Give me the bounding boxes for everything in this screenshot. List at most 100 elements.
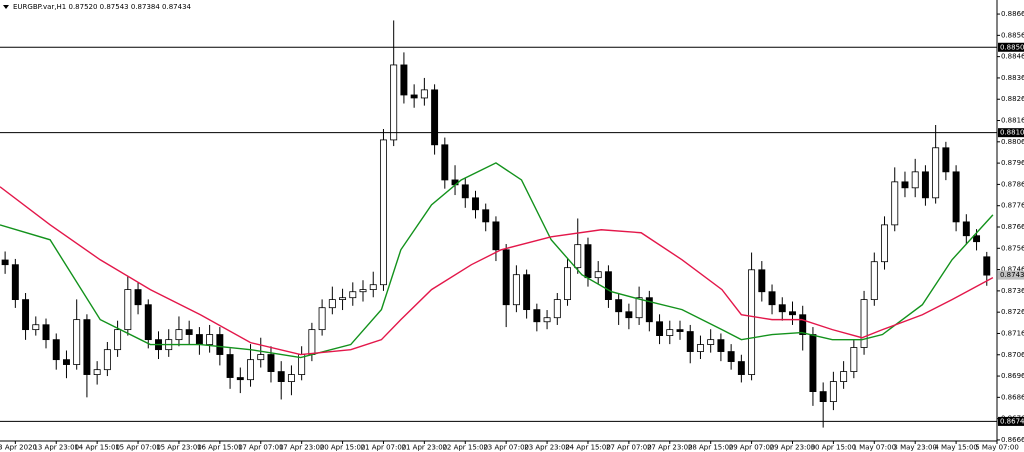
candle-body — [799, 314, 807, 335]
x-tick-label: 27 Apr 23:00 — [647, 444, 693, 452]
candle-body — [267, 354, 275, 372]
candle-body — [1, 259, 9, 266]
candle-body — [420, 89, 428, 99]
candle-body — [543, 317, 551, 323]
x-tick-label: 30 Apr 15:00 — [811, 444, 857, 452]
candle-body — [973, 235, 981, 243]
candle-body — [819, 391, 827, 403]
candle-body — [594, 271, 602, 279]
moving-average — [0, 162, 994, 359]
candle-body — [666, 329, 674, 336]
candle-body — [645, 297, 653, 323]
x-tick-label: 28 Apr 15:00 — [688, 444, 734, 452]
level-label: 0.88504 — [1000, 43, 1024, 51]
candle-body — [686, 331, 694, 352]
candle-body — [226, 354, 234, 378]
candle-body — [962, 221, 970, 237]
x-tick-label: 5 May 07:00 — [975, 444, 1019, 452]
candle-body — [461, 184, 469, 199]
candle-body — [482, 209, 490, 223]
candle-body — [492, 221, 500, 251]
candle-body — [339, 297, 347, 301]
candle-body — [308, 329, 316, 355]
candle-body — [809, 334, 817, 392]
candle-body — [584, 244, 592, 279]
candle-body — [277, 371, 285, 382]
current-price-box — [998, 270, 1024, 280]
candle-body — [22, 299, 30, 331]
level-label-box — [998, 128, 1024, 138]
candle-body — [553, 299, 561, 319]
candle-body — [789, 311, 796, 316]
candle-body — [850, 347, 858, 372]
candle-body — [768, 291, 776, 306]
candle-body — [533, 309, 541, 323]
candle-body — [870, 261, 878, 301]
current-price-label: 0.87434 — [1000, 271, 1024, 279]
x-tick-label: 23 Apr 23:00 — [524, 444, 570, 452]
x-tick-label: 22 Apr 15:00 — [442, 444, 488, 452]
candle-body — [778, 304, 786, 313]
x-tick-label: 14 Apr 15:00 — [74, 444, 120, 452]
x-tick-label: 21 Apr 23:00 — [402, 444, 448, 452]
candle-body — [604, 271, 612, 301]
candle-body — [134, 289, 142, 306]
candle-body — [891, 181, 899, 226]
high-price: 0.87543 — [100, 3, 129, 11]
symbol: EURGBP.var,H1 — [13, 3, 66, 11]
candle-body — [942, 147, 950, 173]
candle-body — [216, 334, 224, 355]
candle-body — [625, 311, 633, 319]
x-tick-label: 1 May 07:00 — [853, 444, 897, 452]
candle-body — [502, 249, 510, 306]
candle-body — [615, 299, 623, 313]
x-tick-label: 29 Apr 23:00 — [770, 444, 816, 452]
candle-body — [175, 329, 183, 341]
candle-body — [42, 324, 50, 341]
x-tick-label: 15 Apr 07:00 — [115, 444, 161, 452]
candle-body — [635, 297, 643, 319]
candle-body — [52, 339, 60, 361]
candle-body — [287, 374, 295, 382]
candle-body — [676, 329, 684, 332]
candle-body — [206, 334, 214, 345]
candle-body — [921, 171, 929, 199]
candle-body — [390, 64, 398, 141]
level-label: 0.86747 — [1000, 417, 1024, 425]
candle-body — [932, 147, 940, 199]
candle-body — [523, 274, 531, 311]
chart-header: EURGBP.var,H1 0.87520 0.87543 0.87384 0.… — [13, 3, 192, 11]
y-tick-label: 0.86660 — [1001, 436, 1024, 444]
candle-body — [32, 324, 40, 331]
candle-body — [318, 307, 326, 331]
candle-body — [410, 94, 418, 99]
candle-body — [62, 359, 70, 365]
candle-body — [758, 269, 766, 293]
candle-body — [472, 197, 479, 211]
candle-body — [114, 329, 122, 351]
candle-body — [881, 224, 888, 263]
candle-body — [11, 264, 19, 301]
candle-body — [124, 289, 132, 331]
candle-body — [359, 289, 367, 293]
candle-body — [656, 321, 664, 336]
candle-body — [840, 371, 848, 382]
x-tick-label: 3 May 23:00 — [893, 444, 937, 452]
x-tick-label: 4 May 15:00 — [934, 444, 978, 452]
menu-arrow[interactable] — [3, 5, 9, 9]
open-price: 0.87520 — [68, 3, 97, 11]
